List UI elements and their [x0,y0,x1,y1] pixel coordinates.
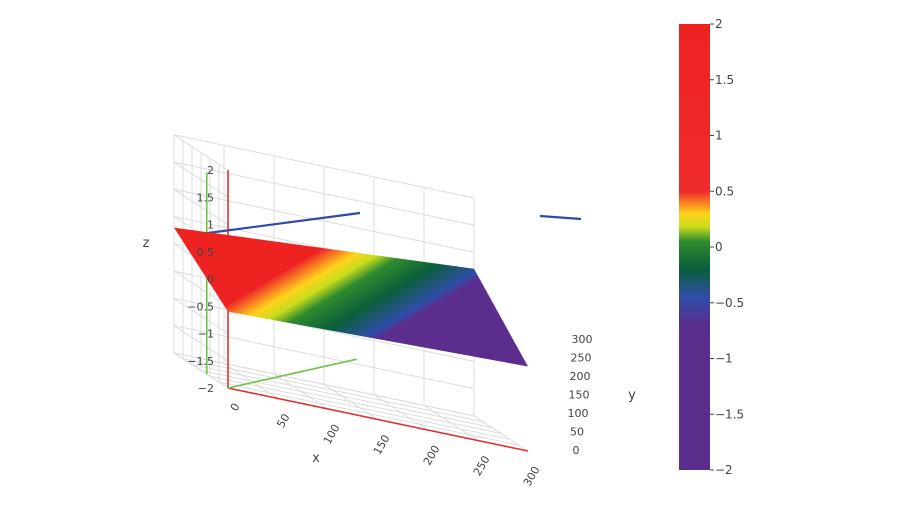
z-tick-label: 0 [207,273,214,286]
y-tick-label: 50 [570,426,584,439]
x-tick-label: 250 [471,454,493,479]
x-tick-label: 0 [228,401,243,414]
y-tick-label: 100 [568,407,589,420]
colorbar-tick-label: −2 [715,463,733,477]
x-tick-label: 150 [371,433,393,458]
grid-floor-y [173,352,475,417]
colorbar-tick-label: 1 [715,129,723,143]
y-axis-title: y [628,388,636,403]
z-tick-label: 0.5 [197,246,215,259]
y-tick-label: 150 [569,389,590,402]
y-axis-line-blue-back [207,211,361,235]
x-axis-line-green [227,358,357,389]
colorbar-tick-label: −1 [715,352,733,366]
z-tick-label: −0.5 [187,300,214,313]
y-tick-labels: 0 50 100 150 200 250 300 [568,333,593,457]
colorbar-tick-label: 0.5 [715,184,734,198]
y-tick-label: 300 [572,333,593,346]
z-axis-title: z [143,236,150,251]
z-tick-label: 1.5 [197,191,215,204]
z-tick-label: 2 [207,164,214,177]
colorbar-tick-label: 1.5 [715,73,734,87]
x-axis-line-red [227,387,529,452]
grid-floor-y [191,364,493,429]
x-tick-label: 50 [274,412,292,431]
z-tick-label: 1 [207,219,214,232]
x-tick-label: 100 [321,422,343,447]
x-tick-label: 300 [521,464,543,489]
colorbar-tick-labels: 2 1.5 1 0.5 0 −0.5 −1 −1.5 −2 [710,17,744,477]
y-axis-line-blue-front [539,214,582,221]
grid-floor-y [209,375,511,440]
y-tick-label: 200 [570,370,591,383]
colorbar-gradient [679,24,710,470]
colorbar-tick-label: −0.5 [715,296,744,310]
grid-floor-y [200,369,502,434]
colorbar-tick-label: 2 [715,17,723,31]
y-tick-label: 0 [573,444,580,457]
z-tick-label: −1.5 [187,355,214,368]
x-tick-label: 200 [421,443,443,468]
y-tick-label: 250 [571,352,592,365]
z-tick-labels: −2 −1.5 −1 −0.5 0 0.5 1 1.5 2 [187,164,214,395]
blue-line-left [207,211,361,235]
blue-line-right [539,214,582,221]
z-tick-label: −2 [198,382,214,395]
colorbar: 2 1.5 1 0.5 0 −0.5 −1 −1.5 −2 [679,17,744,477]
colorbar-tick-label: −1.5 [715,407,744,421]
surface[interactable] [174,227,528,367]
grid-floor-y [218,381,520,446]
z-tick-label: −1 [198,328,214,341]
x-axis-title: x [312,451,320,466]
grid-floor-y [182,358,484,423]
colorbar-tick-label: 0 [715,240,723,254]
